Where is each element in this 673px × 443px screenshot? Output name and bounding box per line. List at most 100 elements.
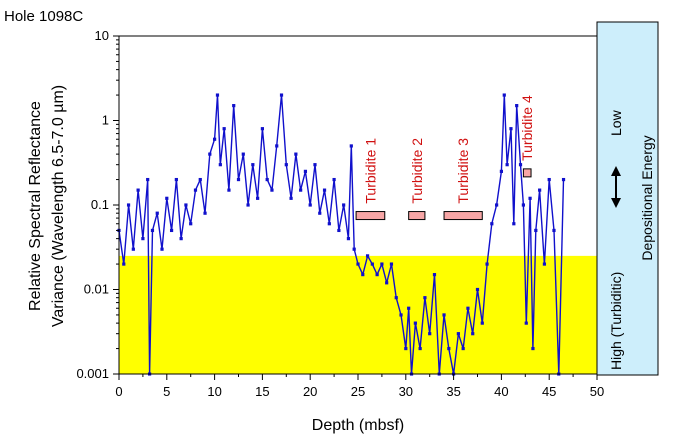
x-tick-label: 10	[207, 384, 221, 399]
data-point	[375, 273, 379, 277]
data-point	[528, 196, 532, 200]
y-tick-label: 0.1	[91, 197, 109, 212]
x-tick-label: 50	[590, 384, 604, 399]
depositional-energy-panel: Low High (Turbiditic) Depositional Energ…	[596, 21, 659, 376]
x-tick-label: 45	[542, 384, 556, 399]
x-tick-label: 5	[163, 384, 170, 399]
data-point	[485, 262, 489, 266]
hole-label: Hole 1098C	[4, 8, 83, 25]
data-point	[352, 247, 356, 251]
data-point	[279, 93, 284, 97]
data-point	[399, 313, 403, 317]
data-point	[509, 127, 513, 131]
data-point	[222, 127, 226, 131]
data-point	[241, 152, 245, 156]
y-axis: 0.001 0.01 0.1 1 10	[76, 28, 119, 381]
data-point	[418, 346, 422, 351]
data-point	[518, 163, 523, 167]
y-axis-title-line2: Variance (Wavelength 6.5-7.0 µm)	[50, 85, 67, 327]
data-point	[502, 93, 506, 97]
data-point	[213, 137, 217, 141]
y-tick-label: 0.01	[84, 282, 109, 297]
data-point	[475, 287, 480, 292]
data-point	[294, 152, 298, 156]
data-point	[179, 237, 183, 241]
data-point	[413, 321, 417, 325]
data-point	[456, 332, 460, 336]
data-point	[189, 222, 193, 226]
series-line	[118, 94, 565, 375]
data-point	[260, 127, 264, 131]
data-point	[313, 163, 317, 167]
data-point	[136, 188, 140, 192]
turbidite-bar	[443, 211, 483, 221]
data-point	[495, 203, 499, 207]
turbidite-label: Turbidite 4	[519, 95, 535, 161]
y-tick-label: 1	[102, 113, 109, 128]
x-tick-label: 40	[494, 384, 508, 399]
data-point	[542, 262, 547, 266]
data-point	[342, 203, 346, 207]
side-low-label: Low	[608, 109, 624, 136]
data-point	[370, 262, 374, 266]
data-point	[552, 228, 556, 233]
data-point	[547, 177, 551, 182]
data-point	[394, 296, 398, 300]
data-point	[165, 196, 169, 200]
turbidite-bar	[408, 211, 426, 221]
data-point	[531, 346, 535, 351]
data-point	[385, 281, 389, 285]
double-arrow-icon	[611, 166, 621, 208]
data-point	[232, 104, 236, 108]
data-point	[318, 211, 322, 215]
turbidite-label: Turbidite 2	[409, 138, 425, 204]
data-point	[534, 228, 538, 233]
data-point	[461, 346, 465, 351]
data-point	[256, 196, 260, 200]
x-tick-label: 15	[255, 384, 269, 399]
data-point	[174, 177, 178, 182]
turbidite-bar	[522, 168, 532, 178]
x-axis: 0 5 10 15 20 25 30 35 40 45 50	[115, 374, 604, 399]
data-point	[404, 346, 408, 351]
data-point	[365, 254, 370, 258]
data-point	[389, 262, 394, 266]
data-point	[538, 188, 542, 192]
side-panel-background	[596, 21, 659, 376]
data-point	[499, 169, 503, 173]
data-point	[218, 163, 222, 167]
data-point	[275, 144, 279, 148]
x-axis-title: Depth (mbsf)	[312, 417, 404, 434]
turbidite-bar	[355, 211, 386, 221]
data-point	[236, 177, 241, 182]
data-point	[299, 188, 303, 192]
data-point	[346, 237, 351, 241]
data-point	[480, 321, 484, 325]
data-point	[198, 177, 202, 182]
data-point	[146, 177, 150, 182]
data-point	[332, 177, 336, 182]
data-point	[407, 306, 411, 310]
data-point	[471, 332, 475, 336]
data-point	[524, 321, 528, 325]
data-point	[270, 188, 274, 192]
data-point	[505, 163, 509, 167]
data-point	[227, 188, 231, 192]
data-point	[289, 196, 293, 200]
data-point	[308, 203, 312, 207]
data-point	[423, 296, 427, 300]
x-tick-label: 0	[115, 384, 122, 399]
data-point	[432, 273, 437, 277]
data-point	[337, 228, 341, 233]
turbidite-label: Turbidite 1	[362, 138, 378, 204]
data-point	[327, 222, 331, 226]
data-point	[208, 152, 212, 156]
side-high-label: High (Turbiditic)	[608, 272, 624, 370]
data-point	[515, 104, 519, 108]
x-tick-label: 20	[303, 384, 317, 399]
side-energy-label: Depositional Energy	[639, 135, 655, 260]
data-point	[160, 247, 164, 251]
y-tick-label: 0.001	[76, 366, 109, 381]
data-point	[184, 203, 188, 207]
